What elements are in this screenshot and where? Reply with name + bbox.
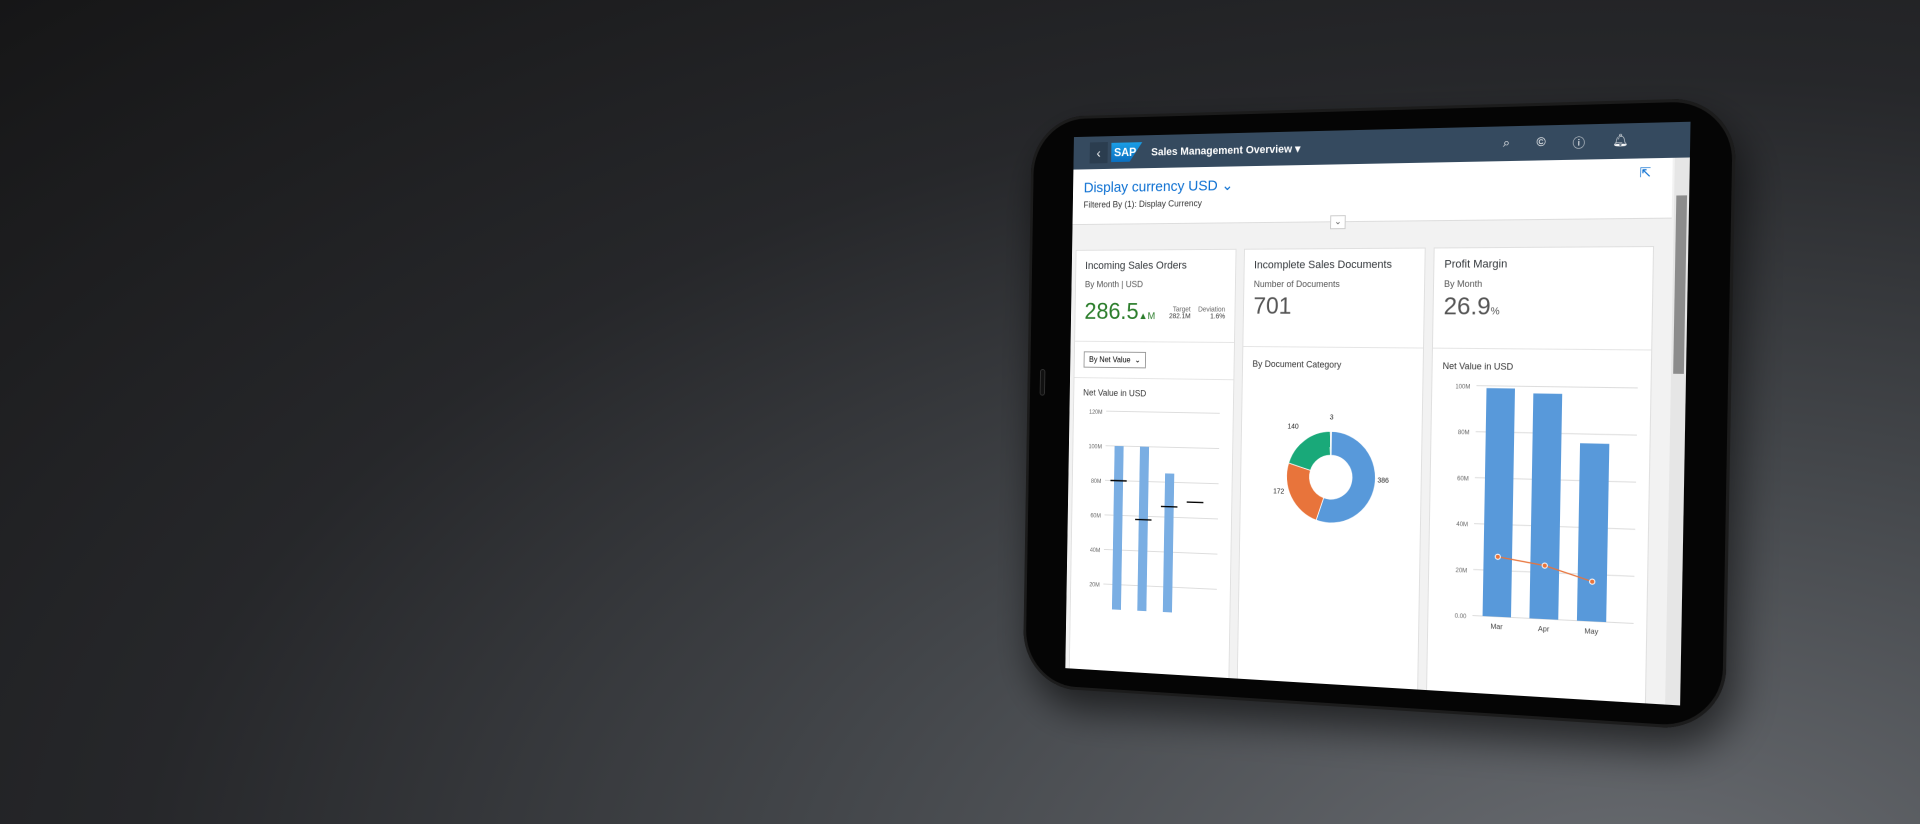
bar	[1529, 393, 1563, 620]
bar	[1576, 443, 1610, 623]
target-marker	[1161, 506, 1178, 507]
line-point	[1495, 554, 1500, 559]
app-title-menu[interactable]: Sales Management Overview ▾	[1151, 142, 1301, 158]
target-marker	[1135, 519, 1151, 520]
donut-slice	[1289, 430, 1331, 470]
kpi-value: 26.9%	[1443, 293, 1500, 321]
bar	[1111, 445, 1124, 620]
x-tick-label: Apr	[1538, 626, 1550, 634]
bell-icon[interactable]: 🔔︎	[1612, 132, 1629, 148]
target-value: 282.1M	[1168, 313, 1191, 321]
x-tick-label: Mar	[1490, 623, 1503, 631]
combo-chart: 0.00 20M 40M 60M 80M 100M Mar Apr May	[1455, 371, 1643, 636]
data-label: 140	[1288, 423, 1300, 430]
y-tick-label: 100M	[1089, 444, 1103, 450]
home-button	[1039, 368, 1046, 396]
expand-header-button[interactable]: ⌄	[1330, 215, 1346, 230]
y-tick-label: 40M	[1456, 522, 1468, 529]
y-tick-label: 120M	[1089, 410, 1103, 416]
trend-up-icon: ▲	[1138, 311, 1148, 322]
y-tick-label: 60M	[1457, 476, 1469, 483]
data-label: 3	[1330, 414, 1334, 421]
x-tick-label: May	[1584, 628, 1599, 636]
share-icon[interactable]: ⇱	[1639, 164, 1652, 181]
gridline	[1476, 386, 1637, 388]
data-label: 386	[1377, 477, 1389, 485]
chevron-left-icon: ‹	[1096, 145, 1101, 161]
card-incomplete-sales-documents[interactable]: Incomplete Sales Documents Number of Doc…	[1236, 247, 1426, 706]
bullet-chart: 20M 40M 60M 80M 100M 120M	[1089, 397, 1226, 623]
back-button[interactable]: ‹	[1089, 141, 1108, 164]
y-tick-label: 100M	[1455, 384, 1470, 391]
card-subtitle: By Month	[1443, 278, 1483, 289]
line-point	[1542, 563, 1547, 568]
donut-slice	[1316, 431, 1376, 524]
y-tick-label: 80M	[1091, 479, 1102, 485]
y-tick-label: 20M	[1455, 568, 1467, 575]
card-title: Incoming Sales Orders	[1085, 259, 1187, 272]
line-point	[1590, 579, 1595, 584]
sap-logo: SAP	[1111, 142, 1142, 162]
y-tick-label: 20M	[1089, 582, 1100, 588]
kpi-value: 701	[1253, 292, 1292, 320]
y-tick-label: 60M	[1090, 513, 1101, 519]
card-title: Profit Margin	[1444, 258, 1508, 271]
y-tick-label: 80M	[1458, 430, 1470, 437]
card-subtitle: Number of Documents	[1253, 279, 1340, 290]
coins-icon[interactable]: ©	[1536, 134, 1546, 149]
y-tick-label: 0.00	[1455, 613, 1467, 620]
donut-chart: 386 172 140 3	[1273, 414, 1389, 573]
help-icon[interactable]: ⓘ	[1572, 135, 1586, 150]
donut-slice	[1286, 463, 1324, 520]
tablet-device: ‹ SAP Sales Management Overview ▾ ⌕ © ⓘ …	[1022, 97, 1737, 732]
data-label: 172	[1273, 488, 1284, 496]
gridline	[1106, 411, 1220, 413]
bar	[1137, 446, 1150, 621]
bar	[1482, 388, 1515, 618]
card-title: Incomplete Sales Documents	[1254, 258, 1392, 272]
filter-bar: Display currency USD ⌄ Filtered By (1): …	[1072, 157, 1673, 230]
scrollbar[interactable]	[1665, 157, 1690, 706]
bar	[1162, 473, 1175, 623]
donut-slice	[1330, 431, 1332, 455]
screen: ‹ SAP Sales Management Overview ▾ ⌕ © ⓘ …	[1065, 121, 1691, 706]
deviation-value: 1.6%	[1210, 313, 1226, 321]
measure-select[interactable]: By Net Value ⌄	[1083, 351, 1147, 369]
deviation-label: Deviation	[1197, 306, 1226, 314]
target-marker	[1187, 502, 1204, 503]
card-profit-margin[interactable]: Profit Margin By Month 26.9% Net Value i…	[1425, 246, 1655, 706]
card-incoming-sales-orders[interactable]: Incoming Sales Orders By Month | USD 286…	[1068, 248, 1237, 700]
kpi-value: 286.5▲M	[1084, 298, 1156, 325]
y-tick-label: 40M	[1090, 548, 1101, 554]
app-title: Sales Management Overview	[1151, 143, 1293, 158]
search-icon[interactable]: ⌕	[1503, 134, 1511, 150]
card-subtitle: By Month | USD	[1084, 279, 1144, 290]
